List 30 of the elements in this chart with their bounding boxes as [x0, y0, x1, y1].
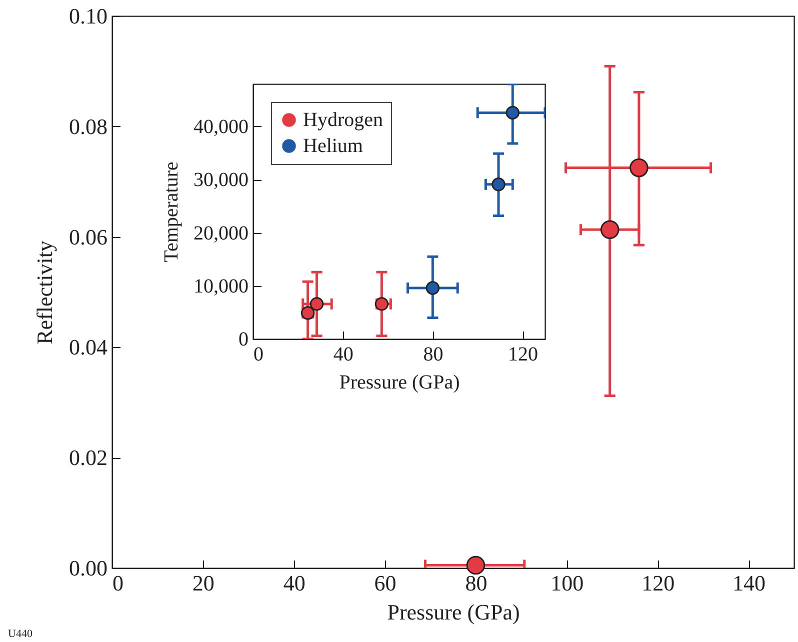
- y-tick-label: 0: [238, 328, 248, 350]
- legend-label: Helium: [303, 135, 364, 157]
- y-tick-label: 0.06: [69, 224, 108, 250]
- text: U440: [8, 628, 32, 640]
- y-tick-label: 0.08: [69, 114, 108, 139]
- y-tick-label: 40,000: [194, 116, 248, 138]
- x-tick-label: 40: [333, 344, 354, 366]
- x-tick-label: 120: [642, 570, 675, 596]
- y-tick-label: 0.02: [69, 445, 108, 470]
- x-axis-title: Pressure (GPa): [387, 600, 520, 624]
- y-tick-label: 0.00: [69, 556, 108, 580]
- x-tick-label: 120: [508, 344, 538, 366]
- legend-label: Hydrogen: [303, 109, 383, 131]
- x-tick-label: 0: [254, 344, 264, 366]
- x-tick-label: 60: [374, 570, 396, 596]
- y-tick-label: 0.04: [69, 334, 108, 360]
- x-tick-label: 80: [423, 344, 444, 366]
- y-tick-label: 10,000: [194, 275, 248, 298]
- x-tick-label: 20: [192, 570, 214, 596]
- x-tick-label: 80: [465, 570, 488, 596]
- x-tick-label: 40: [283, 570, 306, 596]
- y-axis-title: Temperature: [160, 162, 182, 262]
- y-tick-label: 30,000: [194, 169, 248, 192]
- x-tick-label: 140: [732, 570, 766, 596]
- y-axis-title: Reflectivity: [32, 240, 57, 344]
- x-tick-label: 100: [550, 570, 584, 596]
- x-axis-title: Pressure (GPa): [339, 372, 460, 394]
- y-tick-label: 0.10: [69, 4, 108, 28]
- x-tick-label: 0: [112, 570, 124, 596]
- y-tick-label: 20,000: [194, 222, 248, 244]
